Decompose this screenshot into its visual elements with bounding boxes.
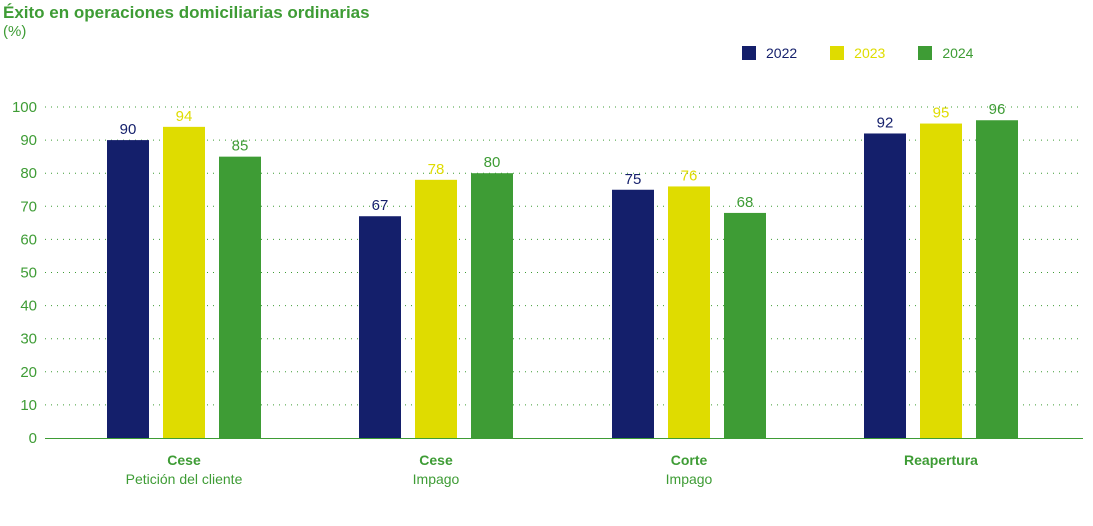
- data-label: 95: [933, 105, 950, 122]
- bar-2023: [415, 179, 457, 438]
- data-label: 94: [176, 108, 193, 125]
- y-tick-label: 0: [29, 430, 37, 447]
- y-tick-label: 40: [20, 298, 37, 315]
- y-tick-label: 90: [20, 132, 37, 149]
- legend-item-2023: 2023: [830, 45, 885, 61]
- legend-swatch: [830, 46, 845, 60]
- bar-2022: [864, 133, 906, 439]
- chart-unit: (%): [3, 23, 27, 40]
- legend-item-2022: 2022: [742, 45, 797, 61]
- data-label: 90: [120, 121, 137, 138]
- legend-label: 2023: [854, 45, 886, 61]
- y-tick-label: 50: [20, 265, 37, 282]
- legend-item-2024: 2024: [918, 45, 973, 61]
- y-tick-label: 80: [20, 165, 37, 182]
- x-tick-sublabel: Petición del cliente: [126, 471, 243, 487]
- legend-label: 2024: [942, 45, 974, 61]
- y-tick-label: 20: [20, 364, 37, 381]
- data-label: 76: [681, 167, 698, 184]
- data-label: 85: [232, 138, 249, 155]
- chart-title: Éxito en operaciones domiciliarias ordin…: [3, 3, 370, 22]
- x-tick-label: Cese: [419, 452, 453, 468]
- bar-2024: [471, 173, 513, 438]
- bar-2022: [612, 189, 654, 438]
- x-tick-sublabel: Impago: [666, 471, 713, 487]
- bar-2022: [359, 216, 401, 438]
- x-tick-sublabel: Impago: [413, 471, 460, 487]
- y-tick-label: 30: [20, 331, 37, 348]
- legend: 2022 2023 2024: [742, 45, 1006, 61]
- x-tick-label: Reapertura: [904, 452, 978, 468]
- legend-swatch: [918, 46, 933, 60]
- x-tick-label: Corte: [671, 452, 708, 468]
- data-label: 96: [989, 101, 1006, 118]
- data-label: 78: [428, 161, 445, 178]
- y-tick-label: 100: [12, 99, 37, 116]
- legend-swatch: [742, 46, 756, 60]
- bar-2023: [920, 123, 962, 439]
- bar-2024: [976, 120, 1018, 439]
- x-tick-label: Cese: [167, 452, 201, 468]
- bar-2023: [668, 186, 710, 438]
- bar-2024: [724, 212, 766, 438]
- data-label: 68: [737, 194, 754, 211]
- y-tick-label: 70: [20, 198, 37, 215]
- bar-2023: [163, 126, 205, 439]
- data-label: 67: [372, 197, 389, 214]
- data-label: 92: [877, 114, 894, 131]
- data-label: 75: [625, 171, 642, 188]
- bar-2024: [219, 156, 261, 438]
- y-tick-label: 60: [20, 231, 37, 248]
- bar-2022: [107, 140, 149, 438]
- legend-label: 2022: [766, 45, 798, 61]
- data-label: 80: [484, 154, 501, 171]
- y-tick-label: 10: [20, 397, 37, 414]
